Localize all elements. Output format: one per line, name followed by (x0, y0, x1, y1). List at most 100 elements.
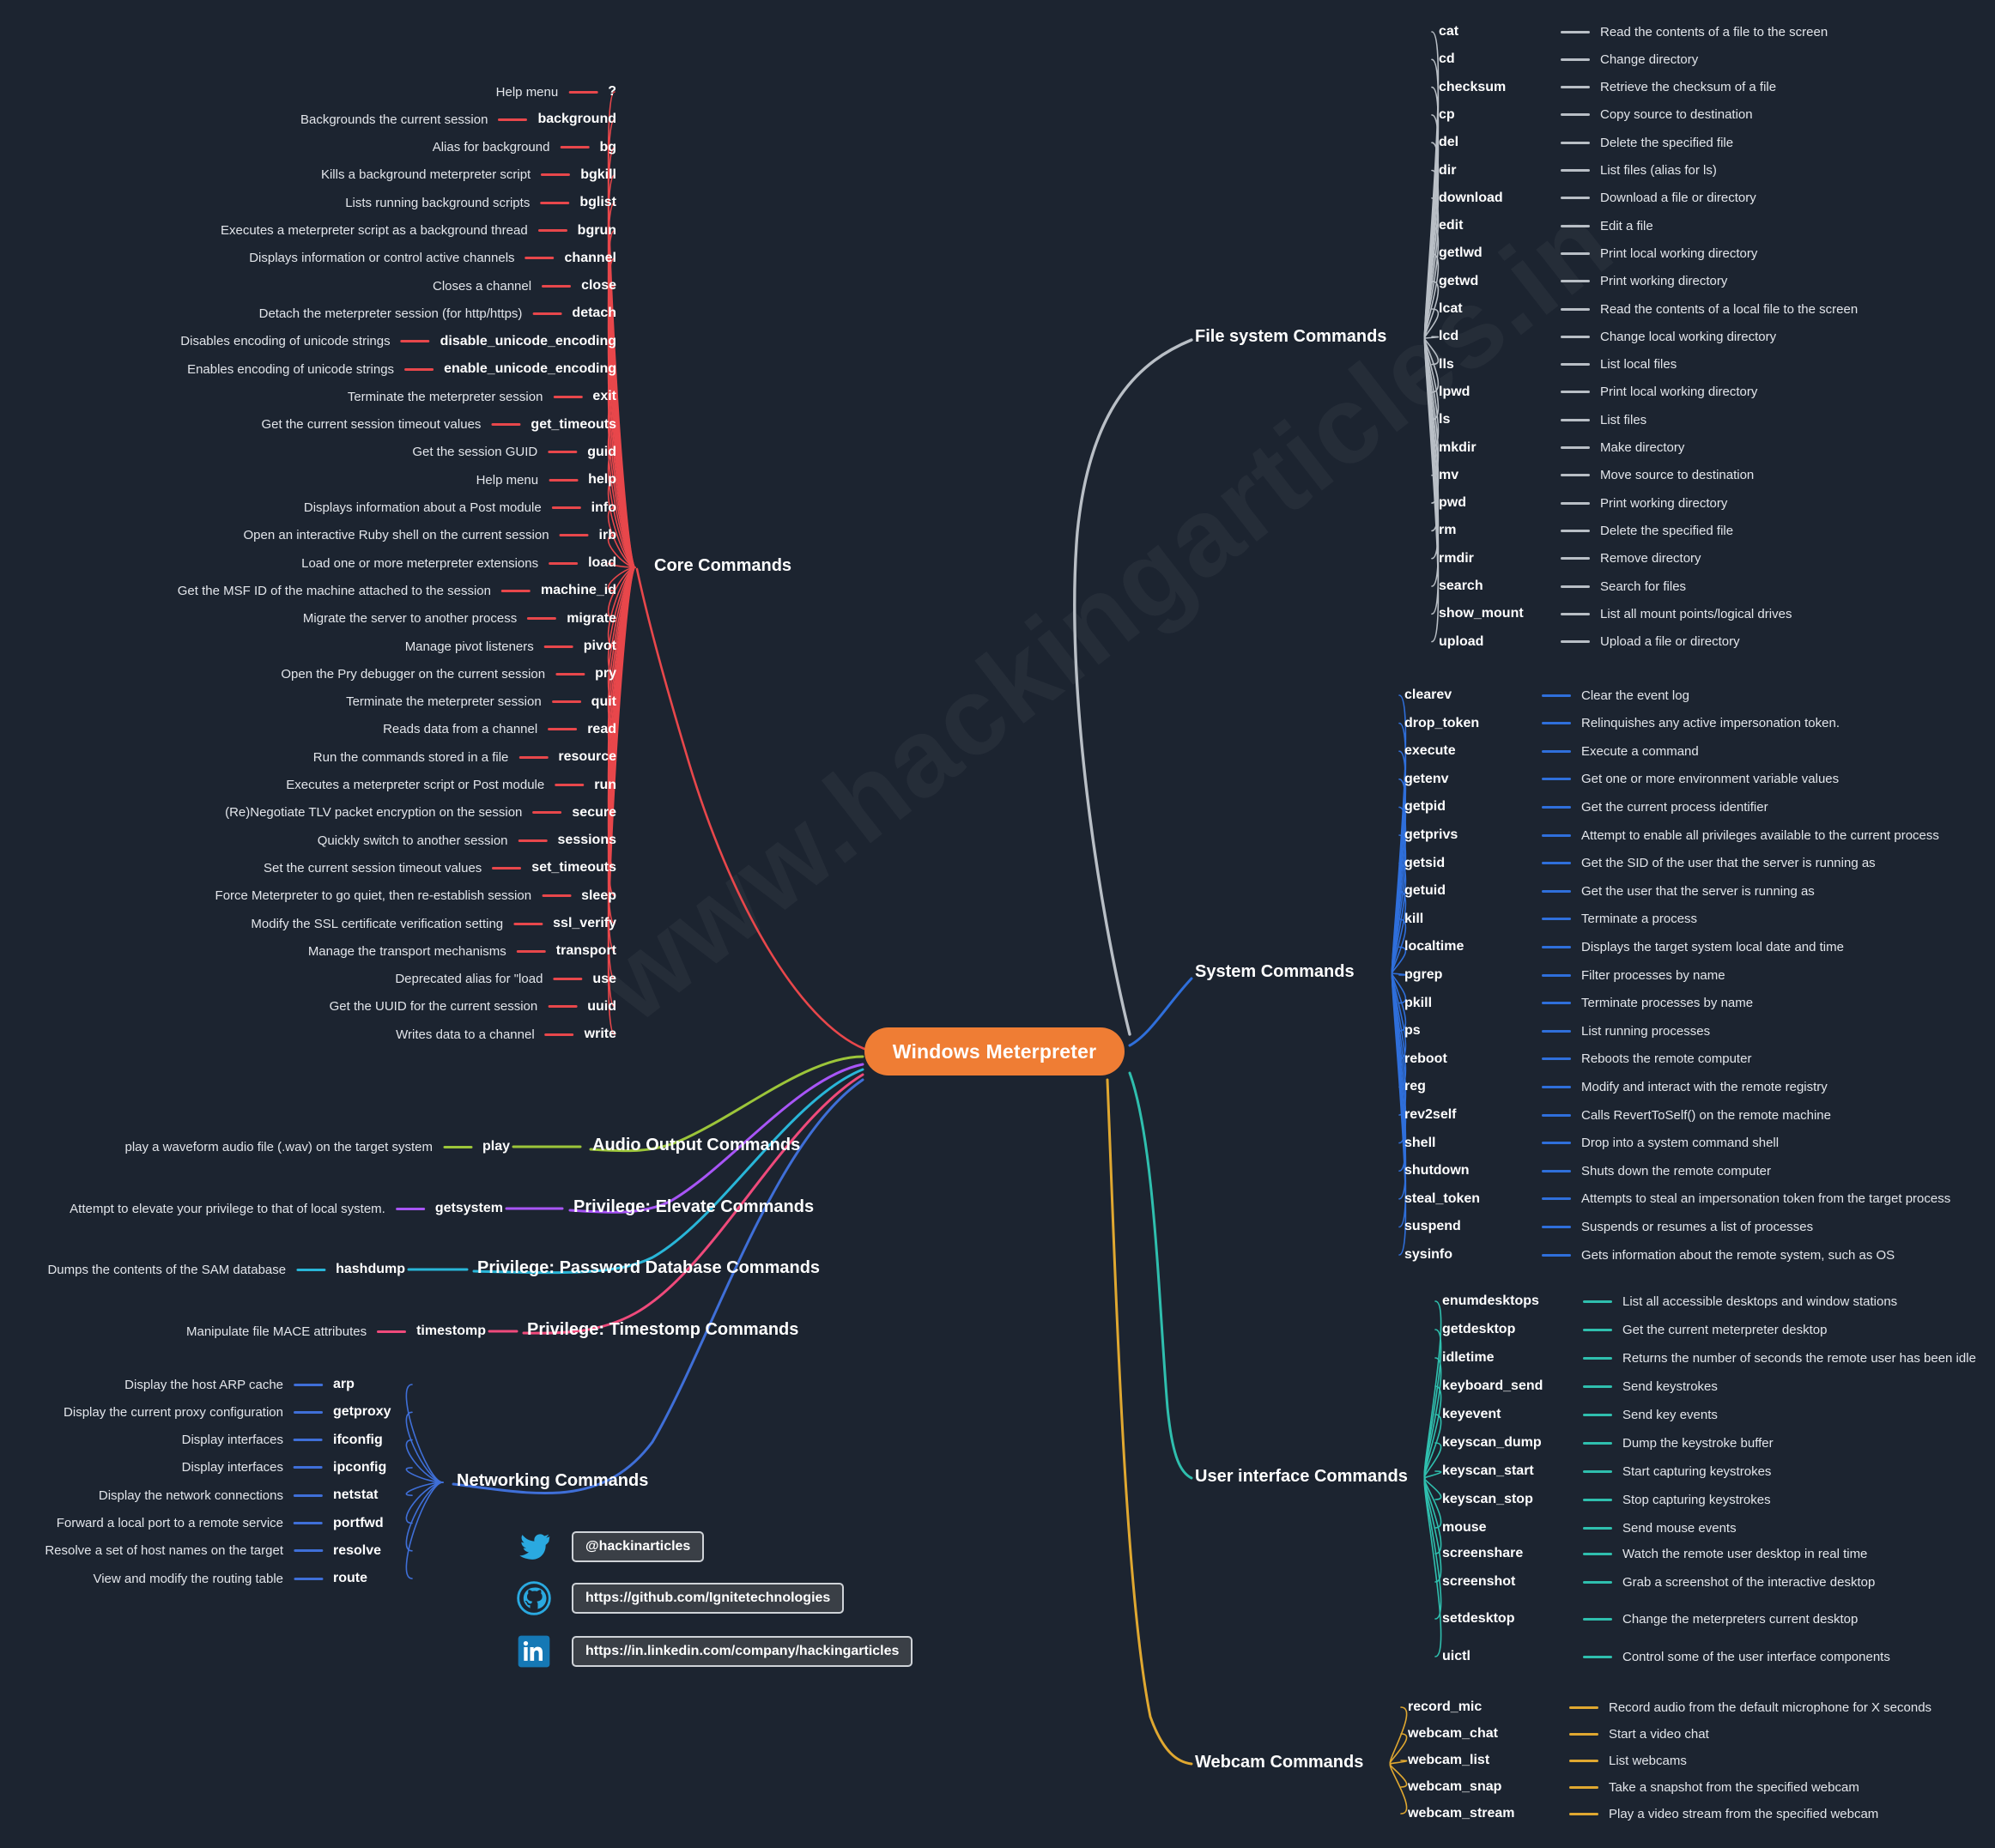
leaf-filesystem-lls[interactable]: lls List local files (1439, 355, 1677, 374)
branch-title-userinterface[interactable]: User interface Commands (1195, 1467, 1408, 1486)
leaf-system-pgrep[interactable]: pgrep Filter processes by name (1404, 966, 1725, 985)
leaf-filesystem-upload[interactable]: upload Upload a file or directory (1439, 633, 1740, 651)
leaf-userinterface-idletime[interactable]: idletime Returns the number of seconds th… (1442, 1348, 1976, 1367)
leaf-core-channel[interactable]: Displays information or control active c… (249, 249, 616, 268)
leaf-networking-portfwd[interactable]: Forward a local port to a remote service… (57, 1514, 410, 1533)
branch-title-password[interactable]: Privilege: Password Database Commands (477, 1258, 821, 1277)
leaf-webcam-webcam_stream[interactable]: webcam_stream Play a video stream from th… (1408, 1804, 1878, 1823)
leaf-core-load[interactable]: Load one or more meterpreter extensions l… (301, 554, 616, 573)
social-row[interactable]: https://in.linkedin.com/company/hackinga… (515, 1633, 913, 1670)
leaf-filesystem-edit[interactable]: edit Edit a file (1439, 216, 1653, 235)
social-link-label[interactable]: https://github.com/Ignitetechnologies (572, 1583, 845, 1614)
branch-title-system[interactable]: System Commands (1195, 962, 1355, 981)
leaf-core-?[interactable]: Help menu? (496, 82, 616, 101)
branch-title-core[interactable]: Core Commands (654, 556, 792, 575)
branch-title-audio[interactable]: Audio Output Commands (592, 1136, 801, 1154)
leaf-networking-resolve[interactable]: Resolve a set of host names on the targe… (45, 1542, 410, 1560)
leaf-system-rev2self[interactable]: rev2self Calls RevertToSelf() on the remo… (1404, 1106, 1831, 1124)
leaf-core-close[interactable]: Closes a channel close (433, 276, 616, 295)
leaf-core-exit[interactable]: Terminate the meterpreter session exit (348, 387, 616, 406)
branch-title-timestomp[interactable]: Privilege: Timestomp Commands (527, 1320, 799, 1339)
leaf-core-sleep[interactable]: Force Meterpreter to go quiet, then re-e… (215, 887, 616, 906)
leaf-networking-netstat[interactable]: Display the network connections netstat (99, 1486, 410, 1505)
leaf-system-getenv[interactable]: getenv Get one or more environment variab… (1404, 770, 1839, 789)
leaf-system-steal_token[interactable]: steal_token Attempts to steal an imperson… (1404, 1190, 1950, 1209)
leaf-filesystem-rm[interactable]: rm Delete the specified file (1439, 521, 1733, 540)
twitter-icon[interactable] (515, 1528, 553, 1566)
leaf-system-pkill[interactable]: pkill Terminate processes by name (1404, 994, 1753, 1013)
leaf-core-resource[interactable]: Run the commands stored in a file resourc… (313, 748, 616, 766)
leaf-filesystem-getlwd[interactable]: getlwd Print local working directory (1439, 244, 1757, 263)
leaf-core-info[interactable]: Displays information about a Post module… (304, 499, 616, 518)
leaf-userinterface-keyscan_start[interactable]: keyscan_start Start capturing keystrokes (1442, 1462, 1771, 1481)
leaf-userinterface-keyevent[interactable]: keyevent Send key events (1442, 1405, 1718, 1424)
leaf-filesystem-search[interactable]: search Search for files (1439, 577, 1686, 596)
leaf-core-bgkill[interactable]: Kills a background meterpreter script bgk… (321, 166, 616, 185)
leaf-core-pivot[interactable]: Manage pivot listeners pivot (405, 637, 616, 656)
leaf-core-enable_unicode_encoding[interactable]: Enables encoding of unicode strings enabl… (187, 360, 616, 379)
leaf-filesystem-mv[interactable]: mv Move source to destination (1439, 466, 1754, 485)
leaf-system-suspend[interactable]: suspend Suspends or resumes a list of pro… (1404, 1217, 1813, 1236)
leaf-networking-ifconfig[interactable]: Display interfaces ifconfig (182, 1431, 410, 1450)
leaf-audio-play[interactable]: play a waveform audio file (.wav) on the… (124, 1137, 510, 1156)
leaf-system-kill[interactable]: kill Terminate a process (1404, 910, 1697, 929)
leaf-elevate-getsystem[interactable]: Attempt to elevate your privilege to tha… (70, 1199, 503, 1218)
leaf-core-detach[interactable]: Detach the meterpreter session (for http… (259, 304, 616, 323)
leaf-webcam-record_mic[interactable]: record_mic Record audio from the default … (1408, 1698, 1931, 1717)
leaf-filesystem-del[interactable]: del Delete the specified file (1439, 133, 1733, 152)
leaf-filesystem-cp[interactable]: cp Copy source to destination (1439, 106, 1753, 124)
leaf-filesystem-lcat[interactable]: lcat Read the contents of a local file to… (1439, 300, 1858, 318)
leaf-system-localtime[interactable]: localtime Displays the target system loca… (1404, 937, 1844, 956)
leaf-system-getpid[interactable]: getpid Get the current process identifier (1404, 797, 1768, 816)
leaf-system-reg[interactable]: reg Modify and interact with the remote r… (1404, 1077, 1828, 1096)
leaf-webcam-webcam_chat[interactable]: webcam_chat Start a video chat (1408, 1724, 1709, 1743)
leaf-core-read[interactable]: Reads data from a channel read (383, 720, 616, 739)
social-link-label[interactable]: https://in.linkedin.com/company/hackinga… (572, 1636, 913, 1667)
leaf-filesystem-pwd[interactable]: pwd Print working directory (1439, 494, 1727, 512)
leaf-userinterface-setdesktop[interactable]: setdesktop Change the meterpreters curren… (1442, 1609, 1858, 1628)
leaf-core-background[interactable]: Backgrounds the current session backgroun… (300, 110, 616, 129)
leaf-system-shell[interactable]: shell Drop into a system command shell (1404, 1134, 1779, 1153)
leaf-userinterface-keyboard_send[interactable]: keyboard_send Send keystrokes (1442, 1377, 1718, 1396)
leaf-core-get_timeouts[interactable]: Get the current session timeout values ge… (261, 415, 616, 434)
leaf-system-ps[interactable]: ps List running processes (1404, 1021, 1710, 1040)
leaf-filesystem-ls[interactable]: ls List files (1439, 410, 1646, 429)
leaf-core-machine_id[interactable]: Get the MSF ID of the machine attached t… (178, 581, 616, 600)
leaf-core-quit[interactable]: Terminate the meterpreter session quit (346, 693, 616, 712)
leaf-userinterface-screenshare[interactable]: screenshare Watch the remote user desktop… (1442, 1544, 1867, 1563)
leaf-core-ssl_verify[interactable]: Modify the SSL certificate verification … (251, 914, 616, 933)
leaf-core-sessions[interactable]: Quickly switch to another session session… (318, 831, 616, 850)
leaf-system-drop_token[interactable]: drop_token Relinquishes any active impers… (1404, 714, 1840, 733)
social-row[interactable]: https://github.com/Ignitetechnologies (515, 1579, 845, 1617)
leaf-userinterface-keyscan_stop[interactable]: keyscan_stop Stop capturing keystrokes (1442, 1490, 1771, 1509)
leaf-userinterface-uictl[interactable]: uictl Control some of the user interface … (1442, 1647, 1890, 1666)
leaf-webcam-webcam_snap[interactable]: webcam_snap Take a snapshot from the spec… (1408, 1778, 1859, 1796)
leaf-core-bg[interactable]: Alias for background bg (433, 138, 616, 157)
leaf-filesystem-getwd[interactable]: getwd Print working directory (1439, 272, 1727, 291)
leaf-filesystem-show_mount[interactable]: show_mount List all mount points/logical … (1439, 604, 1792, 623)
leaf-system-getprivs[interactable]: getprivs Attempt to enable all privileges… (1404, 826, 1939, 845)
leaf-filesystem-dir[interactable]: dir List files (alias for ls) (1439, 161, 1717, 180)
leaf-filesystem-lpwd[interactable]: lpwd Print local working directory (1439, 383, 1757, 402)
leaf-core-secure[interactable]: (Re)Negotiate TLV packet encryption on t… (225, 803, 616, 822)
leaf-userinterface-screenshot[interactable]: screenshot Grab a screenshot of the inter… (1442, 1572, 1875, 1591)
leaf-system-execute[interactable]: execute Execute a command (1404, 742, 1699, 760)
linkedin-icon[interactable] (515, 1633, 553, 1670)
leaf-userinterface-getdesktop[interactable]: getdesktop Get the current meterpreter de… (1442, 1320, 1827, 1339)
leaf-userinterface-mouse[interactable]: mouse Send mouse events (1442, 1518, 1737, 1537)
leaf-networking-arp[interactable]: Display the host ARP cache arp (124, 1375, 410, 1394)
leaf-core-bglist[interactable]: Lists running background scripts bglist (345, 193, 616, 212)
leaf-userinterface-keyscan_dump[interactable]: keyscan_dump Dump the keystroke buffer (1442, 1433, 1774, 1452)
leaf-core-disable_unicode_encoding[interactable]: Disables encoding of unicode strings disa… (180, 332, 616, 351)
leaf-password-hashdump[interactable]: Dumps the contents of the SAM database ha… (47, 1260, 405, 1279)
leaf-filesystem-cat[interactable]: cat Read the contents of a file to the sc… (1439, 22, 1828, 41)
social-row[interactable]: @hackinarticles (515, 1528, 705, 1566)
leaf-networking-ipconfig[interactable]: Display interfaces ipconfig (182, 1458, 410, 1477)
leaf-system-reboot[interactable]: reboot Reboots the remote computer (1404, 1050, 1751, 1069)
leaf-core-uuid[interactable]: Get the UUID for the current session uuid (330, 997, 616, 1016)
leaf-filesystem-lcd[interactable]: lcd Change local working directory (1439, 327, 1776, 346)
leaf-filesystem-download[interactable]: download Download a file or directory (1439, 189, 1756, 208)
leaf-filesystem-mkdir[interactable]: mkdir Make directory (1439, 439, 1684, 457)
leaf-core-irb[interactable]: Open an interactive Ruby shell on the cu… (244, 526, 616, 545)
leaf-core-use[interactable]: Deprecated alias for "load use (395, 970, 616, 989)
